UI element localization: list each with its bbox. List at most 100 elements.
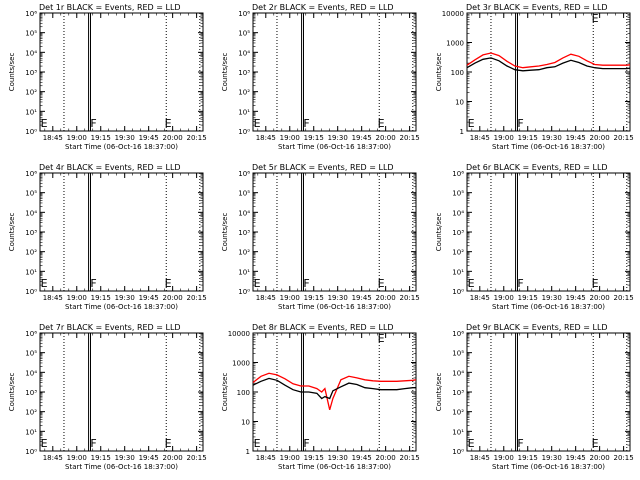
x-tick-label: 20:00: [590, 454, 610, 462]
y-axis-label: Counts/sec: [8, 53, 16, 92]
y-axis-label: Counts/sec: [8, 373, 16, 412]
x-tick-label: 20:15: [187, 454, 207, 462]
detector-panel: Det 1r BLACK = Events, RED = LLD 10⁰ 10¹ 10…: [8, 3, 207, 151]
x-tick-label: 18:45: [470, 134, 490, 142]
panel-title: Det 7r BLACK = Events, RED = LLD: [39, 323, 181, 332]
y-tick-label: 1: [246, 448, 250, 456]
plot-frame: [252, 12, 417, 132]
y-tick-label: 10⁴: [452, 369, 464, 377]
x-tick-label: 20:00: [590, 134, 610, 142]
x-tick-label: 19:00: [280, 134, 300, 142]
y-tick-label: 10²: [25, 249, 37, 257]
y-tick-label: 10¹: [452, 428, 464, 436]
event-marker: F: [517, 117, 523, 130]
y-tick-label: 10⁴: [25, 369, 37, 377]
event-marker: E: [41, 117, 48, 130]
y-tick-label: 10⁰: [238, 288, 250, 296]
x-tick-label: 19:15: [518, 294, 538, 302]
event-marker: E: [592, 437, 599, 450]
x-tick-label: 20:15: [400, 294, 420, 302]
x-tick-label: 20:00: [376, 134, 396, 142]
y-tick-label: 10³: [25, 229, 37, 237]
panel-title: Det 1r BLACK = Events, RED = LLD: [39, 3, 181, 12]
y-tick-label: 10⁰: [452, 448, 464, 456]
panel-title: Det 5r BLACK = Events, RED = LLD: [252, 163, 394, 172]
x-tick-label: 20:15: [400, 454, 420, 462]
y-axis-label: Counts/sec: [221, 373, 229, 412]
plot-frame: [466, 12, 631, 132]
event-marker: E: [592, 12, 599, 25]
y-tick-label: 10⁴: [452, 209, 464, 217]
event-marker: F: [303, 117, 309, 130]
x-tick-label: 19:45: [566, 294, 586, 302]
y-axis-label: Counts/sec: [435, 373, 443, 412]
x-tick-label: 18:45: [470, 454, 490, 462]
plot-frame: [252, 172, 417, 292]
event-marker: E: [378, 117, 385, 130]
x-tick-label: 19:30: [328, 454, 348, 462]
x-tick-label: 19:30: [115, 294, 135, 302]
x-tick-label: 19:30: [328, 294, 348, 302]
x-tick-label: 20:00: [163, 454, 183, 462]
y-tick-label: 10⁰: [25, 448, 37, 456]
plot-frame: [39, 12, 204, 132]
detector-panel: Det 2r BLACK = Events, RED = LLD 10⁰ 10¹ 10…: [221, 3, 420, 151]
y-tick-label: 10²: [238, 249, 250, 257]
x-tick-label: 19:45: [566, 454, 586, 462]
x-tick-label: 19:00: [494, 294, 514, 302]
events-series-line: [252, 377, 416, 400]
x-tick-label: 20:00: [590, 294, 610, 302]
y-tick-label: 10: [241, 419, 250, 427]
y-tick-label: 10¹: [238, 108, 250, 116]
event-marker: F: [303, 277, 309, 290]
x-tick-label: 18:45: [43, 454, 63, 462]
panel-title: Det 6r BLACK = Events, RED = LLD: [466, 163, 608, 172]
plot-frame: [39, 172, 204, 292]
y-tick-label: 10⁶: [238, 10, 250, 18]
x-axis-label: Start Time (06-Oct-16 18:37:00): [65, 463, 178, 471]
x-tick-label: 19:15: [304, 454, 324, 462]
x-tick-label: 19:15: [518, 134, 538, 142]
lld-series-line: [466, 52, 631, 69]
plot-frame: [39, 332, 204, 452]
x-tick-label: 18:45: [470, 294, 490, 302]
event-marker: F: [303, 437, 309, 450]
x-tick-label: 20:00: [376, 454, 396, 462]
event-marker: F: [90, 437, 96, 450]
x-tick-label: 19:45: [566, 134, 586, 142]
event-marker: E: [592, 277, 599, 290]
detector-panel: Det 9r BLACK = Events, RED = LLD 10⁰ 10¹ 10…: [435, 323, 634, 471]
y-tick-label: 10000: [442, 10, 464, 18]
y-tick-label: 10⁶: [238, 170, 250, 178]
x-tick-label: 20:15: [187, 294, 207, 302]
y-tick-label: 10³: [25, 69, 37, 77]
y-axis-label: Counts/sec: [8, 213, 16, 252]
event-marker: F: [90, 277, 96, 290]
y-tick-label: 1: [460, 128, 464, 136]
y-tick-label: 10¹: [25, 268, 37, 276]
y-tick-label: 10⁴: [238, 209, 250, 217]
y-tick-label: 10³: [452, 389, 464, 397]
x-axis-label: Start Time (06-Oct-16 18:37:00): [278, 463, 391, 471]
event-marker: E: [468, 277, 475, 290]
plot-frame: [466, 172, 631, 292]
x-axis-label: Start Time (06-Oct-16 18:37:00): [492, 303, 605, 311]
x-tick-label: 20:15: [614, 134, 634, 142]
x-tick-label: 18:45: [43, 134, 63, 142]
detector-panel: Det 8r BLACK = Events, RED = LLD 1 10 100 10…: [221, 323, 420, 471]
y-tick-label: 10⁶: [452, 330, 464, 338]
x-tick-label: 19:45: [352, 134, 372, 142]
y-tick-label: 10⁴: [25, 209, 37, 217]
y-tick-label: 10⁰: [25, 128, 37, 136]
x-tick-label: 19:30: [542, 134, 562, 142]
x-tick-label: 20:00: [163, 294, 183, 302]
y-tick-label: 10000: [228, 330, 250, 338]
x-tick-label: 19:15: [518, 454, 538, 462]
x-tick-label: 19:30: [542, 454, 562, 462]
y-tick-label: 10²: [25, 409, 37, 417]
y-tick-label: 10³: [238, 229, 250, 237]
x-tick-label: 19:00: [494, 454, 514, 462]
x-tick-label: 18:45: [256, 294, 276, 302]
x-tick-label: 19:30: [542, 294, 562, 302]
x-tick-label: 19:15: [304, 294, 324, 302]
